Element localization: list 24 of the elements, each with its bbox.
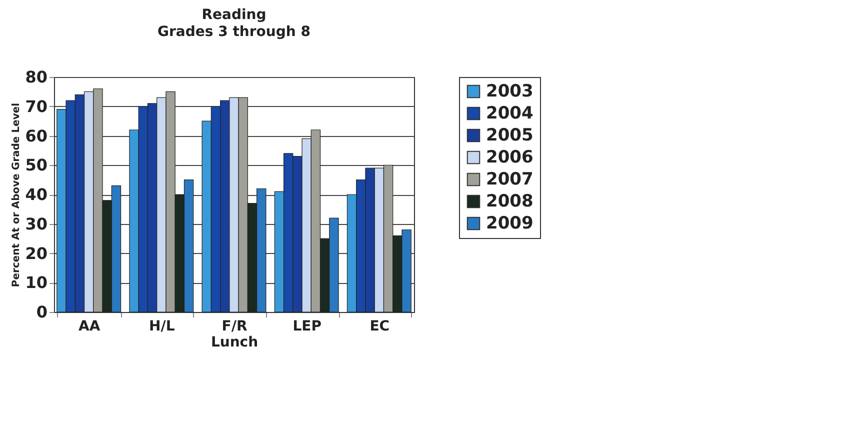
y-tick-label: 80 — [25, 68, 48, 86]
legend-label: 2009 — [486, 214, 534, 234]
legend-label: 2007 — [486, 170, 534, 190]
chart-title: Reading — [202, 7, 266, 23]
y-tick-label: 70 — [25, 96, 48, 116]
legend-label: 2008 — [486, 192, 534, 212]
x-tick-label: H/L — [149, 318, 175, 334]
y-tick-label: 10 — [25, 273, 48, 292]
legend-label: 2006 — [486, 148, 534, 168]
legend-label: 2005 — [486, 126, 534, 146]
legend-label: 2004 — [486, 104, 534, 124]
x-tick-label: AA — [78, 318, 100, 334]
y-tick-label: 50 — [25, 156, 48, 175]
y-tick-label: 60 — [25, 126, 48, 146]
x-tick-label: LEP — [292, 318, 322, 334]
y-tick-label: 20 — [25, 244, 48, 263]
y-tick-label: 30 — [25, 214, 48, 234]
y-axis-title: Percent At or Above Grade Level — [11, 102, 22, 288]
x-tick-label: EC — [370, 318, 390, 334]
x-tick-label: F/R Lunch — [210, 318, 258, 350]
y-tick-label: 40 — [25, 185, 48, 204]
chart-subtitle: Grades 3 through 8 — [158, 24, 310, 40]
legend-label: 2003 — [486, 82, 534, 102]
y-tick-label: 0 — [36, 302, 48, 322]
